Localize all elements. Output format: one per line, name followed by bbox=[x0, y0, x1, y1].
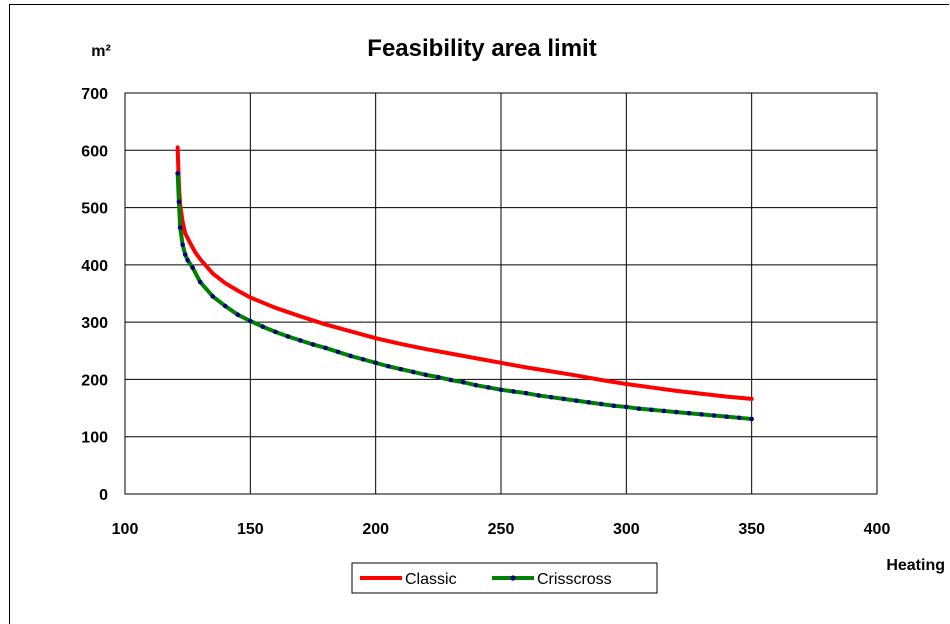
y-tick-label: 100 bbox=[81, 430, 108, 447]
y-tick-labels: 0 100 200 300 400 500 600 700 bbox=[81, 86, 108, 504]
legend-label-crisscross: Crisscross bbox=[537, 571, 612, 588]
y-tick-label: 500 bbox=[81, 201, 108, 218]
data-point-crisscross bbox=[636, 406, 642, 411]
data-point-crisscross bbox=[711, 413, 717, 418]
data-point-crisscross bbox=[674, 409, 679, 415]
data-point-crisscross bbox=[235, 312, 241, 318]
data-point-crisscross bbox=[586, 400, 592, 405]
data-point-crisscross bbox=[523, 390, 529, 396]
y-tick-label: 400 bbox=[81, 258, 108, 275]
series-layer bbox=[175, 145, 754, 422]
x-axis-label: Heating bbox=[886, 557, 945, 574]
data-point-crisscross bbox=[410, 369, 416, 375]
data-point-crisscross bbox=[190, 265, 195, 271]
data-point-crisscross bbox=[185, 257, 190, 263]
data-point-crisscross bbox=[180, 242, 185, 248]
data-point-crisscross bbox=[385, 363, 391, 369]
data-point-crisscross bbox=[310, 342, 316, 347]
data-point-crisscross bbox=[736, 415, 742, 421]
data-point-crisscross bbox=[486, 385, 491, 390]
x-tick-label: 250 bbox=[488, 521, 515, 538]
data-point-crisscross bbox=[335, 349, 341, 355]
data-point-crisscross bbox=[285, 334, 291, 339]
data-point-crisscross bbox=[511, 389, 516, 394]
data-point-crisscross bbox=[373, 360, 378, 366]
legend: Classic Crisscross bbox=[351, 562, 658, 594]
data-point-crisscross bbox=[699, 412, 704, 417]
data-point-crisscross bbox=[473, 382, 479, 388]
y-tick-label: 700 bbox=[81, 86, 108, 103]
data-point-crisscross bbox=[598, 401, 604, 407]
data-point-crisscross bbox=[248, 318, 253, 324]
y-tick-label: 600 bbox=[81, 143, 108, 160]
data-point-crisscross bbox=[436, 374, 441, 380]
data-point-crisscross bbox=[348, 353, 353, 359]
data-point-crisscross bbox=[177, 225, 183, 230]
grid-lines bbox=[125, 93, 877, 494]
data-point-crisscross bbox=[398, 366, 404, 372]
data-point-crisscross bbox=[498, 387, 504, 393]
data-point-crisscross bbox=[323, 345, 328, 351]
data-point-crisscross bbox=[561, 396, 566, 402]
data-point-crisscross bbox=[360, 357, 366, 362]
data-point-crisscross bbox=[749, 416, 754, 422]
chart-title: Feasibility area limit bbox=[367, 35, 596, 62]
y-axis-label: m² bbox=[91, 43, 111, 60]
legend-marker-crisscross bbox=[510, 575, 516, 581]
data-point-crisscross bbox=[273, 329, 278, 335]
legend-label-classic: Classic bbox=[405, 571, 457, 588]
series-line-crisscross bbox=[175, 171, 754, 421]
y-tick-label: 200 bbox=[81, 372, 108, 389]
data-point-crisscross bbox=[661, 408, 667, 414]
data-point-crisscross bbox=[536, 393, 541, 398]
y-tick-label: 0 bbox=[99, 487, 108, 504]
data-point-crisscross bbox=[573, 398, 579, 403]
data-point-crisscross bbox=[298, 338, 303, 343]
data-point-crisscross bbox=[182, 252, 188, 257]
data-point-crisscross bbox=[448, 377, 454, 383]
data-point-crisscross bbox=[548, 394, 554, 400]
data-point-crisscross bbox=[197, 279, 203, 285]
data-point-crisscross bbox=[461, 379, 466, 385]
data-point-crisscross bbox=[222, 303, 228, 309]
x-tick-label: 350 bbox=[738, 521, 765, 538]
chart-frame bbox=[9, 4, 949, 624]
x-tick-labels: 100 150 200 250 300 350 400 bbox=[112, 521, 891, 538]
x-tick-label: 300 bbox=[613, 521, 640, 538]
y-tick-label: 300 bbox=[81, 315, 108, 332]
data-point-crisscross bbox=[649, 407, 654, 413]
data-point-crisscross bbox=[210, 294, 216, 299]
data-point-crisscross bbox=[624, 404, 629, 410]
data-point-crisscross bbox=[611, 403, 617, 409]
plot-border bbox=[124, 92, 878, 495]
x-tick-label: 100 bbox=[112, 521, 139, 538]
data-point-crisscross bbox=[175, 170, 180, 176]
data-point-crisscross bbox=[423, 372, 429, 378]
data-point-crisscross bbox=[724, 414, 729, 419]
x-tick-label: 400 bbox=[864, 521, 891, 538]
x-tick-label: 200 bbox=[362, 521, 389, 538]
data-point-crisscross bbox=[260, 324, 266, 330]
x-tick-label: 150 bbox=[237, 521, 264, 538]
data-point-crisscross bbox=[686, 410, 692, 416]
data-point-crisscross bbox=[176, 199, 182, 205]
series-line-classic bbox=[175, 145, 754, 401]
